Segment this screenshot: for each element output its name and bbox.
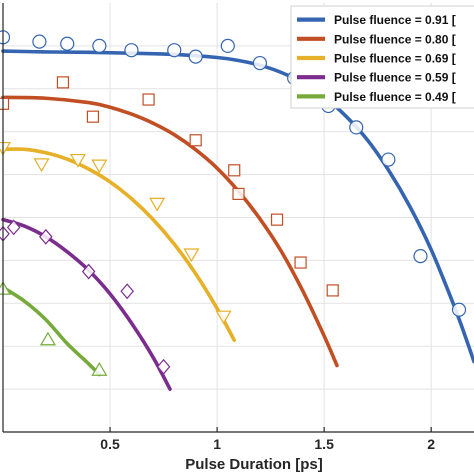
- series-1-point-5: [228, 164, 241, 177]
- legend: Pulse fluence = 0.91 [ Pulse fluence = 0.…: [290, 5, 474, 109]
- series-1: [0, 76, 339, 368]
- series-2-point-4: [149, 197, 166, 212]
- x-axis-ticks: 0.5 1 1.5 2: [100, 427, 435, 452]
- series-0-point-7: [220, 38, 235, 54]
- series-0-point-11: [349, 120, 364, 135]
- legend-label-1: Pulse fluence = 0.80 [: [334, 32, 456, 46]
- series-4-point-2: [91, 362, 108, 376]
- axes-frame: [2, 3, 474, 433]
- series-1-point-6: [232, 187, 245, 201]
- series-2-point-3: [91, 159, 108, 174]
- series-3: [0, 217, 172, 391]
- series-2-point-6: [215, 310, 232, 325]
- x-tick-label-1: 1: [213, 436, 221, 452]
- series-2: [0, 141, 237, 342]
- series-1-point-3: [142, 93, 155, 106]
- series-3-point-5: [156, 358, 171, 375]
- series-1-point-9: [326, 284, 339, 297]
- series-0-point-12: [381, 152, 396, 167]
- series-0-point-3: [92, 38, 107, 54]
- series-0-point-13: [413, 249, 428, 264]
- legend-label-4: Pulse fluence = 0.49 [: [334, 90, 456, 104]
- series-1-point-1: [56, 76, 70, 89]
- x-tick-label-2: 1.5: [314, 436, 334, 452]
- series-1-fit-line: [1, 95, 339, 368]
- x-axis-title: Pulse Duration [ps]: [185, 456, 323, 473]
- series-1-point-7: [270, 213, 284, 226]
- x-tick-label-3: 2: [427, 436, 435, 452]
- legend-label-3: Pulse fluence = 0.59 [: [334, 71, 456, 85]
- series-2-fit-line: [1, 147, 237, 342]
- legend-label-0: Pulse fluence = 0.91 [: [334, 13, 456, 27]
- series-0-point-6: [188, 49, 203, 64]
- series-3-point-2: [39, 228, 53, 245]
- series-0-point-8: [252, 55, 268, 71]
- series-3-point-1: [6, 219, 21, 236]
- series-2-point-5: [183, 248, 200, 263]
- series-3-point-4: [120, 283, 134, 300]
- x-tick-label-0: 0.5: [100, 436, 120, 452]
- series-1-point-8: [294, 256, 307, 269]
- series-0-point-14: [451, 302, 467, 317]
- series-1-point-4: [189, 134, 202, 147]
- series-0-point-1: [32, 34, 47, 49]
- series-1-point-2: [86, 110, 100, 123]
- series-2-point-2: [69, 153, 86, 168]
- series-3-point-3: [81, 263, 96, 280]
- legend-label-2: Pulse fluence = 0.69 [: [334, 52, 456, 66]
- series-1-point-0: [0, 97, 10, 110]
- series-0-point-2: [60, 36, 75, 51]
- series-4-point-1: [39, 331, 57, 346]
- series-0-point-4: [124, 43, 139, 58]
- series-0-point-5: [167, 43, 182, 58]
- series-2-point-1: [33, 158, 50, 173]
- series-0-point-0: [0, 30, 11, 45]
- series-4-fit-line: [1, 285, 102, 377]
